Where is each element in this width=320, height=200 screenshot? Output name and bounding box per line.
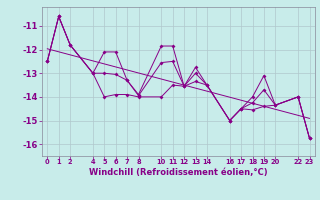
X-axis label: Windchill (Refroidissement éolien,°C): Windchill (Refroidissement éolien,°C): [89, 168, 268, 177]
